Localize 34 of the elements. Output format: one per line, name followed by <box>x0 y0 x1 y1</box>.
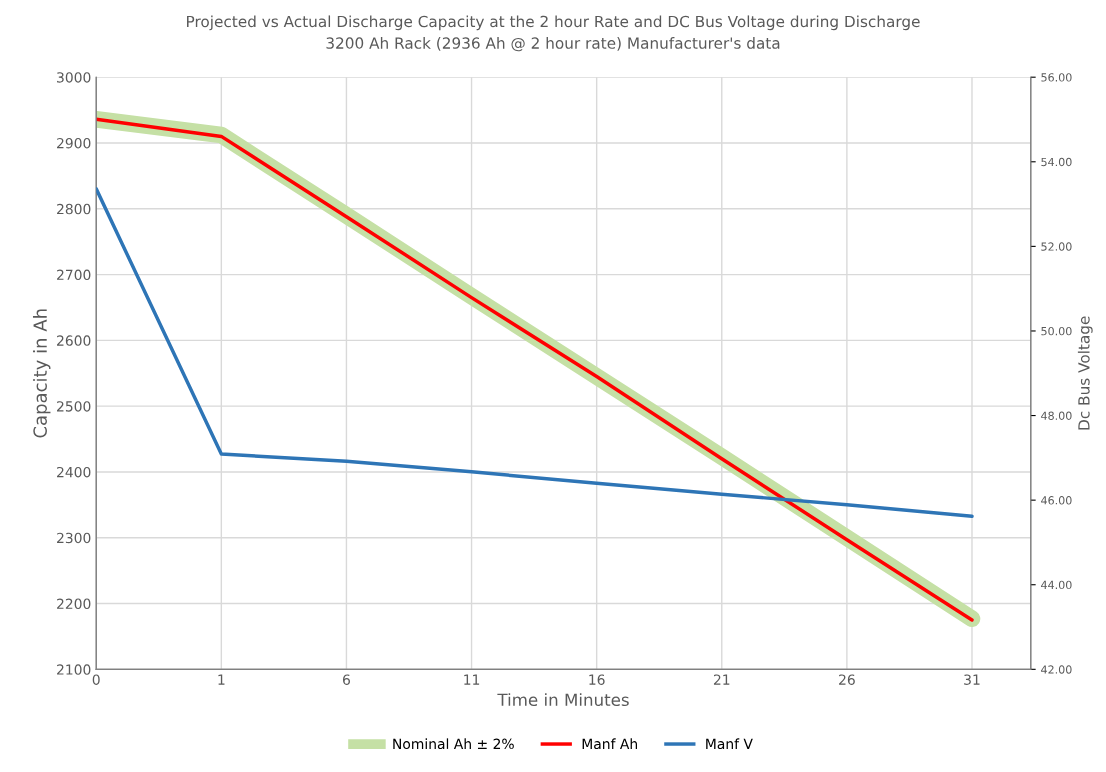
legend-label: Manf Ah <box>582 738 637 750</box>
legend-label: Nominal Ah ± 2% <box>393 738 514 750</box>
y-tick-label: 2300 <box>57 532 91 544</box>
y-tick-label: 2500 <box>57 401 91 412</box>
x-axis-title: Time in Minutes <box>497 693 629 707</box>
y-tick-label: 2800 <box>57 203 91 215</box>
x-tick-label: 6 <box>342 674 350 685</box>
y-tick-label: 2400 <box>57 466 91 478</box>
y2-tick-label: 54.00 <box>1041 157 1072 167</box>
y-tick-label: 2200 <box>57 598 91 610</box>
y-tick-label: 2600 <box>57 335 91 346</box>
x-tick-label: 0 <box>92 674 100 685</box>
y2-tick-label: 52.00 <box>1041 242 1072 251</box>
chart-subtitle: 3200 Ah Rack (2936 Ah @ 2 hour rate) Manufacturer's data <box>326 37 780 52</box>
x-tick-label: 26 <box>839 674 855 685</box>
x-tick-label: 31 <box>964 674 980 685</box>
y2-tick-label: 42.00 <box>1041 665 1072 674</box>
y-tick-label: 2700 <box>57 269 91 281</box>
y2-tick-label: 48.00 <box>1041 411 1072 420</box>
legend-label: Manf V <box>706 738 753 750</box>
y2-tick-label: 56.00 <box>1041 73 1072 82</box>
x-tick-label: 16 <box>589 674 605 685</box>
x-tick-label: 11 <box>464 674 480 685</box>
chart-title: Projected vs Actual Discharge Capacity at the 2 hour Rate and DC Bus Voltage during Discharge <box>187 15 920 31</box>
y2-tick-label: 44.00 <box>1041 580 1072 590</box>
y2-tick-label: 50.00 <box>1041 326 1072 336</box>
x-tick-label: 1 <box>218 674 225 685</box>
y2-tick-label: 46.00 <box>1041 496 1072 505</box>
y-tick-label: 2900 <box>57 137 91 149</box>
y-tick-label: 3000 <box>57 72 91 83</box>
x-tick-label: 21 <box>713 674 730 685</box>
y-axis-title: Capacity in Ah <box>32 309 51 438</box>
y-tick-label: 2100 <box>57 664 91 675</box>
y2-axis-title: Dc Bus Voltage <box>1077 316 1093 430</box>
